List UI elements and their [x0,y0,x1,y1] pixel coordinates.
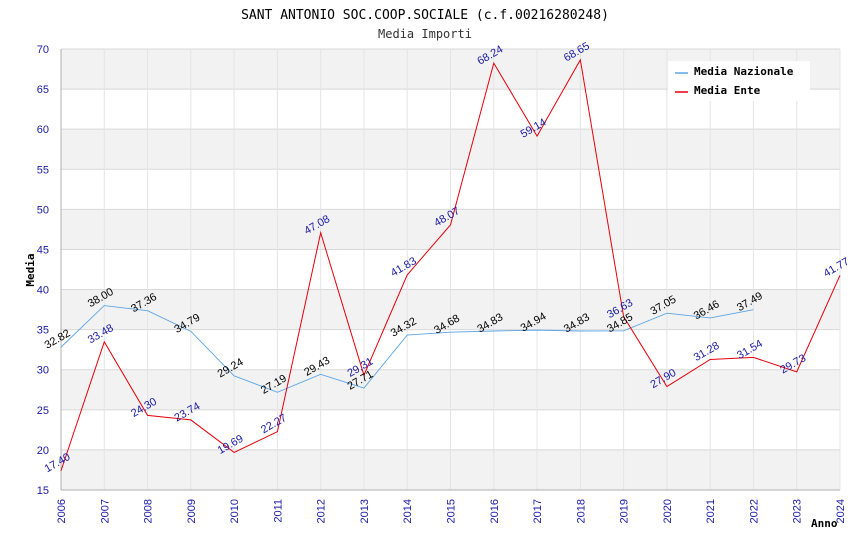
data-label: 31.28 [692,340,722,364]
x-tick-label: 2006 [56,499,68,523]
x-tick-label: 2024 [835,499,847,523]
y-tick-label: 20 [37,445,49,457]
legend-label-media-ente: Media Ente [694,84,761,97]
series-line-media-nazionale [60,305,754,393]
y-tick-label: 60 [37,124,49,136]
data-label: 41.77 [822,256,850,280]
y-tick-label: 15 [37,485,49,497]
x-tick-label: 2012 [316,499,328,523]
x-tick-label: 2023 [792,499,804,523]
x-tick-label: 2010 [229,499,241,523]
x-tick-label: 2022 [748,499,760,523]
x-tick-label: 2018 [575,499,587,523]
chart-subtitle: Media Importi [378,27,472,41]
x-tick-label: 2019 [619,499,631,523]
x-tick-label: 2021 [705,499,717,523]
x-tick-label: 2013 [359,499,371,523]
data-label: 22.27 [259,412,289,436]
y-tick-label: 25 [37,405,49,417]
x-tick-label: 2007 [99,499,111,523]
data-label: 41.83 [389,255,419,279]
y-axis-ticks: 15 20 25 30 35 40 45 50 55 60 65 70 [37,44,49,497]
x-tick-label: 2011 [272,499,284,523]
legend: Media Nazionale Media Ente [668,61,810,101]
y-tick-label: 40 [37,285,49,297]
x-axis-label: Anno [811,517,838,530]
x-tick-label: 2016 [489,499,501,523]
x-axis-ticks: 2006 2007 2008 2009 2010 2011 2012 2013 2014 2015… [56,499,847,523]
chart-title: SANT ANTONIO SOC.COOP.SOCIALE (c.f.00216… [241,8,609,23]
x-tick-label: 2020 [662,499,674,523]
y-tick-label: 65 [37,84,49,96]
y-tick-label: 35 [37,325,49,337]
data-label: 31.54 [735,338,765,362]
x-tick-label: 2014 [402,499,414,523]
y-tick-label: 45 [37,244,49,256]
x-tick-label: 2009 [186,499,198,523]
legend-box [668,61,810,101]
y-tick-label: 55 [37,164,49,176]
y-tick-label: 70 [37,44,49,56]
legend-label-media-nazionale: Media Nazionale [694,65,794,78]
y-axis-label: Media [24,253,37,286]
series-line-media-ente [60,58,841,471]
x-tick-label: 2008 [143,499,155,523]
y-tick-label: 50 [37,204,49,216]
x-tick-label: 2015 [446,499,458,523]
series-lines [60,58,841,471]
x-tick-label: 2017 [532,499,544,523]
y-tick-label: 30 [37,365,49,377]
